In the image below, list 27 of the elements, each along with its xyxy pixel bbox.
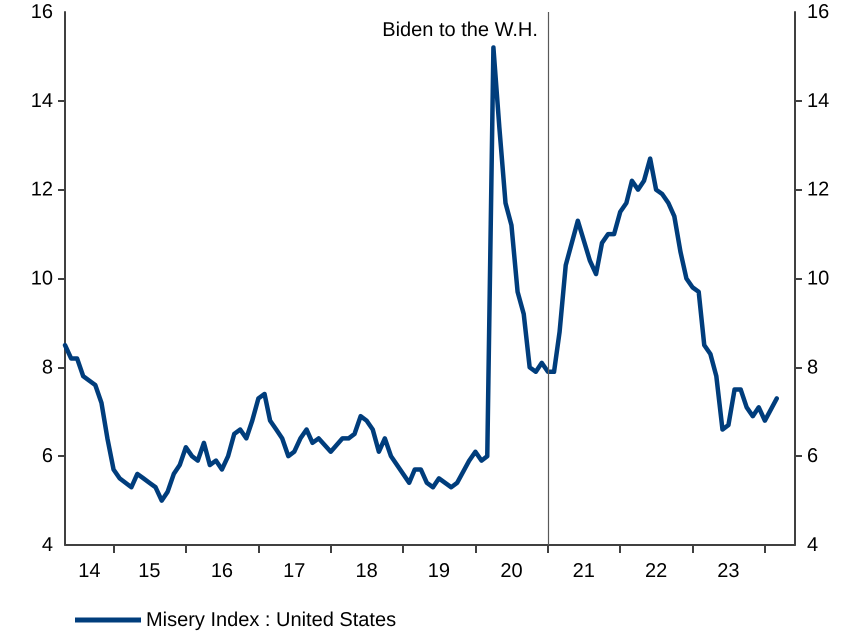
y-tick-label: 8 (42, 356, 53, 378)
x-tick-label: 21 (572, 560, 595, 582)
x-tick-label: 18 (355, 560, 378, 582)
line-series (62, 45, 780, 503)
y-tick-label: 12 (30, 178, 53, 201)
x-tick-label: 20 (500, 560, 523, 582)
y2-tick-label: 4 (807, 534, 818, 556)
y2-tick-label: 6 (807, 445, 818, 468)
y2-tick-label: 12 (807, 178, 830, 201)
y-tick-label: 16 (30, 1, 53, 23)
x-tick-label: 17 (283, 560, 306, 582)
x-tick-label: 15 (138, 560, 161, 582)
y-tick-label: 6 (42, 445, 53, 468)
y2-tick-label: 16 (807, 1, 830, 23)
y-tick-label: 4 (42, 534, 53, 556)
x-tick-label: 19 (428, 560, 450, 582)
x-tick-label: 23 (717, 560, 740, 582)
legend-label: Misery Index : United States (146, 609, 396, 631)
y2-tick-label: 8 (807, 356, 818, 378)
x-tick-label: 14 (78, 560, 100, 582)
y-tick-label: 10 (30, 268, 53, 290)
y-tick-label: 14 (30, 90, 53, 112)
y2-tick-label: 14 (807, 90, 830, 112)
ref-line-label: Biden to the W.H. (382, 19, 538, 41)
y2-tick-label: 10 (807, 268, 830, 290)
x-tick-label: 16 (210, 560, 234, 582)
x-tick-label: 22 (644, 560, 668, 582)
